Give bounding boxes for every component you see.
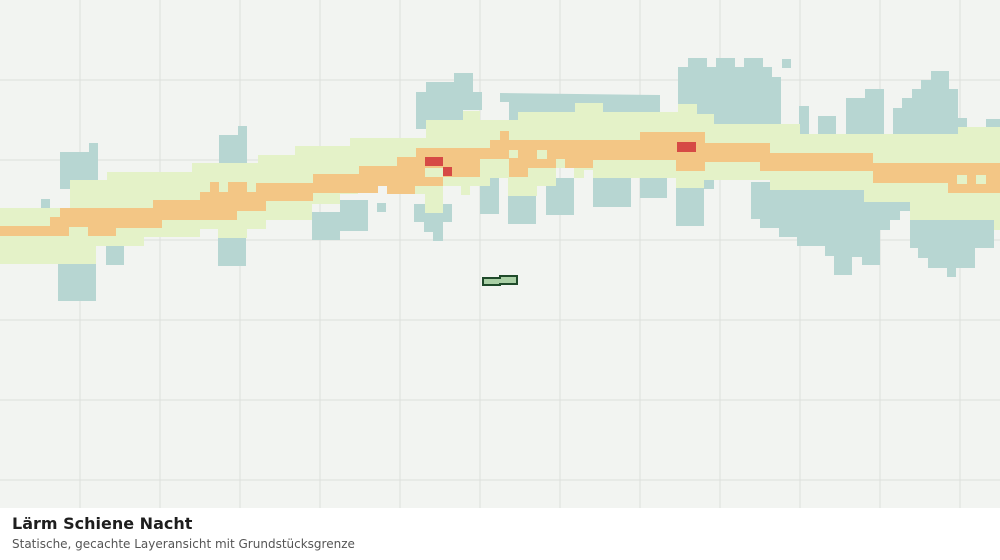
- map: [0, 0, 1000, 508]
- subtitle: Statische, gecachte Layeransicht mit Gru…: [12, 537, 355, 551]
- noise-zone-high: [425, 142, 696, 176]
- parcel-boundary: [482, 275, 518, 286]
- buildings: [41, 58, 1000, 301]
- noise-zone-medium: [0, 131, 1000, 236]
- title: Lärm Schiene Nacht: [12, 514, 193, 533]
- caption: Lärm Schiene Nacht Statische, gecachte L…: [0, 508, 1000, 560]
